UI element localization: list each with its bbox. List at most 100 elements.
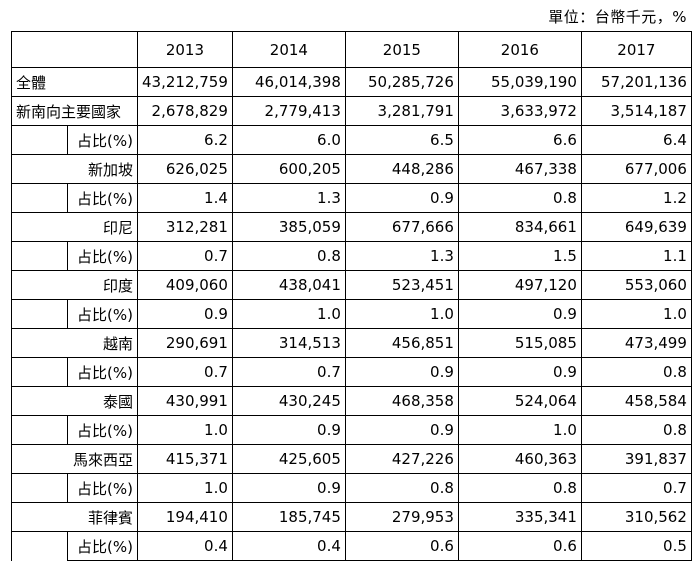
- value-cell: 55,039,190: [457, 67, 582, 97]
- percent-cell: 0.4: [137, 531, 233, 561]
- value-cell: 391,837: [580, 444, 692, 474]
- row-label: 印尼: [11, 212, 138, 242]
- value-cell: 523,451: [344, 270, 459, 300]
- percent-row: 占比(%) 1.0 0.9 0.8 0.8 0.7: [11, 473, 692, 503]
- indent-cell: [11, 125, 68, 155]
- value-cell: 677,666: [344, 212, 459, 242]
- percent-cell: 0.8: [344, 473, 459, 503]
- percent-cell: 0.6: [457, 531, 582, 561]
- value-cell: 448,286: [344, 154, 459, 184]
- percent-cell: 0.9: [137, 299, 233, 329]
- percent-cell: 1.0: [457, 415, 582, 445]
- percent-cell: 1.0: [137, 473, 233, 503]
- year-header: 2017: [580, 31, 692, 68]
- country-row: 泰國 430,991 430,245 468,358 524,064 458,584: [11, 386, 692, 416]
- value-cell: 50,285,726: [344, 67, 459, 97]
- country-row: 新南向主要國家 2,678,829 2,779,413 3,281,791 3,633,…: [11, 96, 692, 126]
- country-row: 越南 290,691 314,513 456,851 515,085 473,499: [11, 328, 692, 358]
- percent-row: 占比(%) 0.7 0.7 0.9 0.9 0.8: [11, 357, 692, 387]
- year-header: 2016: [457, 31, 582, 68]
- year-header: 2014: [231, 31, 346, 68]
- value-cell: 553,060: [580, 270, 692, 300]
- value-cell: 3,633,972: [457, 96, 582, 126]
- value-cell: 314,513: [231, 328, 346, 358]
- value-cell: 425,605: [231, 444, 346, 474]
- percent-cell: 0.8: [457, 183, 582, 213]
- percent-cell: 0.7: [137, 241, 233, 271]
- value-cell: 185,745: [231, 502, 346, 532]
- value-cell: 456,851: [344, 328, 459, 358]
- percent-cell: 0.9: [457, 299, 582, 329]
- value-cell: 46,014,398: [231, 67, 346, 97]
- percent-cell: 1.2: [580, 183, 692, 213]
- value-cell: 438,041: [231, 270, 346, 300]
- value-cell: 427,226: [344, 444, 459, 474]
- percent-cell: 0.9: [344, 415, 459, 445]
- percent-label: 占比(%): [67, 299, 138, 329]
- percent-cell: 6.5: [344, 125, 459, 155]
- percent-label: 占比(%): [67, 241, 138, 271]
- indent-cell: [11, 473, 68, 503]
- value-cell: 3,281,791: [344, 96, 459, 126]
- row-label: 菲律賓: [11, 502, 138, 532]
- percent-cell: 0.8: [580, 415, 692, 445]
- value-cell: 677,006: [580, 154, 692, 184]
- indent-cell: [11, 415, 68, 445]
- value-cell: 460,363: [457, 444, 582, 474]
- percent-cell: 0.8: [457, 473, 582, 503]
- value-cell: 649,639: [580, 212, 692, 242]
- percent-cell: 1.5: [457, 241, 582, 271]
- percent-cell: 6.6: [457, 125, 582, 155]
- country-row: 新加坡 626,025 600,205 448,286 467,338 677,006: [11, 154, 692, 184]
- value-cell: 497,120: [457, 270, 582, 300]
- value-cell: 2,779,413: [231, 96, 346, 126]
- percent-cell: 0.9: [344, 183, 459, 213]
- percent-row: 占比(%) 0.4 0.4 0.6 0.6 0.5: [11, 531, 692, 561]
- percent-cell: 0.8: [231, 241, 346, 271]
- percent-label: 占比(%): [67, 125, 138, 155]
- indent-cell: [11, 241, 68, 271]
- value-cell: 430,245: [231, 386, 346, 416]
- value-cell: 468,358: [344, 386, 459, 416]
- percent-label: 占比(%): [67, 357, 138, 387]
- percent-cell: 1.1: [580, 241, 692, 271]
- value-cell: 458,584: [580, 386, 692, 416]
- percent-cell: 6.4: [580, 125, 692, 155]
- percent-row: 占比(%) 6.2 6.0 6.5 6.6 6.4: [11, 125, 692, 155]
- value-cell: 2,678,829: [137, 96, 233, 126]
- percent-cell: 0.4: [231, 531, 346, 561]
- country-row: 印尼 312,281 385,059 677,666 834,661 649,639: [11, 212, 692, 242]
- value-cell: 57,201,136: [580, 67, 692, 97]
- row-label: 印度: [11, 270, 138, 300]
- row-label: 新南向主要國家: [11, 96, 138, 126]
- year-header: 2015: [344, 31, 459, 68]
- percent-row: 占比(%) 0.7 0.8 1.3 1.5 1.1: [11, 241, 692, 271]
- value-cell: 524,064: [457, 386, 582, 416]
- indent-cell: [11, 183, 68, 213]
- percent-cell: 0.9: [344, 357, 459, 387]
- percent-cell: 0.5: [580, 531, 692, 561]
- header-corner: [11, 31, 138, 68]
- percent-cell: 0.9: [231, 415, 346, 445]
- percent-row: 占比(%) 0.9 1.0 1.0 0.9 1.0: [11, 299, 692, 329]
- value-cell: 834,661: [457, 212, 582, 242]
- row-label: 新加坡: [11, 154, 138, 184]
- value-cell: 43,212,759: [137, 67, 233, 97]
- percent-cell: 1.3: [231, 183, 346, 213]
- unit-note: 單位：台幣千元，%: [548, 8, 687, 26]
- value-cell: 335,341: [457, 502, 582, 532]
- percent-cell: 0.7: [137, 357, 233, 387]
- percent-cell: 1.0: [231, 299, 346, 329]
- value-cell: 473,499: [580, 328, 692, 358]
- value-cell: 385,059: [231, 212, 346, 242]
- percent-cell: 1.0: [137, 415, 233, 445]
- percent-cell: 0.7: [231, 357, 346, 387]
- value-cell: 626,025: [137, 154, 233, 184]
- percent-cell: 0.7: [580, 473, 692, 503]
- percent-label: 占比(%): [67, 473, 138, 503]
- data-table: 2013 2014 2015 2016 2017 全體 43,212,759 4…: [11, 31, 692, 561]
- year-header: 2013: [137, 31, 233, 68]
- row-label: 全體: [11, 67, 138, 97]
- percent-row: 占比(%) 1.0 0.9 0.9 1.0 0.8: [11, 415, 692, 445]
- percent-label: 占比(%): [67, 415, 138, 445]
